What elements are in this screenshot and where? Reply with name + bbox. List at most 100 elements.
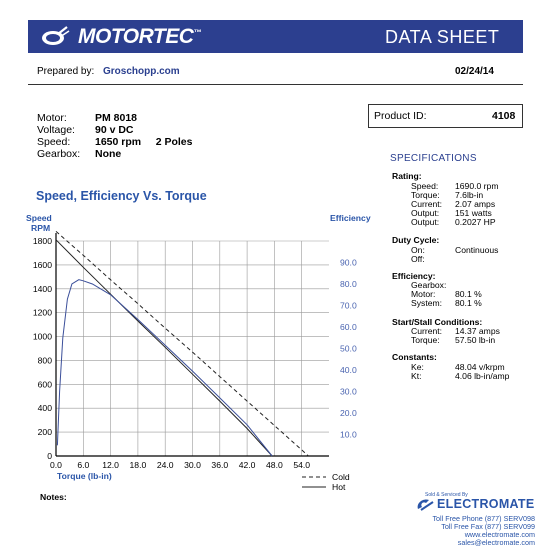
y2-tick-label: 90.0 [340, 258, 357, 268]
product-id-value: 4108 [492, 110, 516, 122]
x-tick-label: 6.0 [77, 460, 89, 470]
gearbox-value: None [95, 148, 122, 160]
start-stall-heading: Start/Stall Conditions: [392, 317, 483, 327]
spec-label: Output: [411, 217, 440, 227]
spec-label: Torque: [411, 190, 440, 200]
spec-label: On: [411, 245, 425, 255]
y2-tick-label: 40.0 [340, 365, 357, 375]
y-tick-label: 200 [38, 427, 53, 437]
y-axis-label: Speed [26, 213, 52, 223]
spec-value: 0.2027 HP [455, 217, 496, 227]
y2-tick-label: 50.0 [340, 344, 357, 354]
spec-value: 151 watts [455, 208, 492, 218]
y2-tick-label: 70.0 [340, 301, 357, 311]
y2-axis-label: Efficiency [330, 213, 371, 223]
spec-value: 80.1 % [455, 298, 482, 308]
spec-label: Output: [411, 208, 440, 218]
spec-label: Torque: [411, 335, 440, 345]
spec-label: Kt: [411, 371, 422, 381]
series-efficiency [56, 279, 273, 457]
y2-tick-label: 60.0 [340, 322, 357, 332]
y-tick-label: 1400 [33, 284, 52, 294]
chart-title: Speed, Efficiency Vs. Torque [36, 189, 207, 203]
y-tick-label: 800 [38, 355, 53, 365]
trademark: ™ [193, 28, 201, 37]
spec-label: Ke: [411, 362, 424, 372]
spec-label: Current: [411, 199, 443, 209]
spec-label: Speed: [411, 181, 439, 191]
y-tick-label: 600 [38, 379, 53, 389]
gearbox-label: Gearbox: [37, 148, 81, 160]
header-bar [28, 20, 523, 53]
speed-value: 1650 rpm 2 Poles [95, 136, 193, 148]
brand-name: MOTORTEC™ [78, 25, 201, 49]
voltage-label: Voltage: [37, 124, 75, 136]
y2-tick-label: 20.0 [340, 408, 357, 418]
y-tick-label: 1600 [33, 260, 52, 270]
prepared-by-label: Prepared by: [37, 66, 95, 77]
x-tick-label: 0.0 [50, 460, 62, 470]
legend-label-hot: Hot [332, 482, 346, 492]
product-id-label: Product ID: [374, 110, 427, 122]
y-axis-unit: RPM [31, 223, 50, 233]
y2-tick-label: 10.0 [340, 430, 357, 440]
series-hot [55, 239, 273, 457]
spec-value: 80.1 % [455, 289, 482, 299]
spec-value: Continuous [455, 245, 499, 255]
motor-value: PM 8018 [95, 112, 138, 124]
y-tick-label: 1000 [33, 332, 52, 342]
efficiency-heading: Efficiency: [392, 271, 436, 281]
x-tick-label: 30.0 [184, 460, 201, 470]
speed-efficiency-chart: 0.0 6.0 12.0 18.0 24.0 30.0 36.0 42.0 48.0 54.0 0 2… [26, 213, 371, 492]
y2-tick-label: 80.0 [340, 279, 357, 289]
x-tick-label: 36.0 [211, 460, 228, 470]
y-tick-label: 1200 [33, 308, 52, 318]
x-tick-label: 24.0 [157, 460, 174, 470]
spec-label: Off: [411, 254, 425, 264]
voltage-value: 90 v DC [95, 124, 134, 136]
x-axis-label: Torque (lb-in) [57, 471, 112, 481]
y-tick-label: 1800 [33, 236, 52, 246]
date: 02/24/14 [455, 66, 494, 77]
series-cold [55, 231, 309, 457]
x-tick-label: 48.0 [266, 460, 283, 470]
x-tick-label: 54.0 [293, 460, 310, 470]
spec-value: 2.07 amps [455, 199, 496, 209]
document-title: DATA SHEET [385, 27, 500, 47]
y2-tick-label: 30.0 [340, 387, 357, 397]
spec-value: 14.37 amps [455, 326, 500, 336]
speed-label: Speed: [37, 136, 71, 148]
x-tick-label: 18.0 [130, 460, 147, 470]
motor-plug-icon [42, 26, 70, 45]
spec-value: 4.06 lb-in/amp [455, 371, 510, 381]
sold-by-label: Sold & Serviced By [425, 492, 468, 498]
constants-heading: Constants: [392, 352, 437, 362]
specifications-title: SPECIFICATIONS [390, 153, 477, 164]
email-link[interactable]: sales@electromate.com [457, 538, 535, 547]
website-link[interactable]: www.electromate.com [464, 530, 535, 539]
spec-value: 57.50 lb-in [455, 335, 496, 345]
divider [28, 84, 523, 85]
motor-label: Motor: [37, 112, 67, 124]
notes-label: Notes: [40, 492, 67, 502]
spec-label: Current: [411, 326, 443, 336]
y-tick-label: 400 [38, 403, 53, 413]
phone-line: Toll Free Phone (877) SERV098 [432, 514, 535, 523]
y-tick-label: 0 [47, 451, 52, 461]
spec-label: System: [411, 298, 443, 308]
duty-cycle-heading: Duty Cycle: [392, 235, 440, 245]
product-id-box [368, 104, 523, 128]
x-tick-label: 12.0 [102, 460, 119, 470]
fax-line: Toll Free Fax (877) SERV099 [441, 522, 535, 531]
electromate-name: ELECTROMATE [437, 497, 535, 511]
legend-label-cold: Cold [332, 472, 350, 482]
electromate-logo-icon [417, 499, 434, 511]
x-tick-label: 42.0 [239, 460, 256, 470]
spec-value: 1690.0 rpm [455, 181, 499, 191]
spec-label: Motor: [411, 289, 436, 299]
brand-text: MOTORTEC [78, 25, 194, 48]
spec-value: 48.04 v/krpm [455, 362, 505, 372]
spec-label: Gearbox: [411, 280, 447, 290]
spec-value: 7.6lb-in [455, 190, 484, 200]
prepared-by-link[interactable]: Groschopp.com [103, 66, 180, 77]
